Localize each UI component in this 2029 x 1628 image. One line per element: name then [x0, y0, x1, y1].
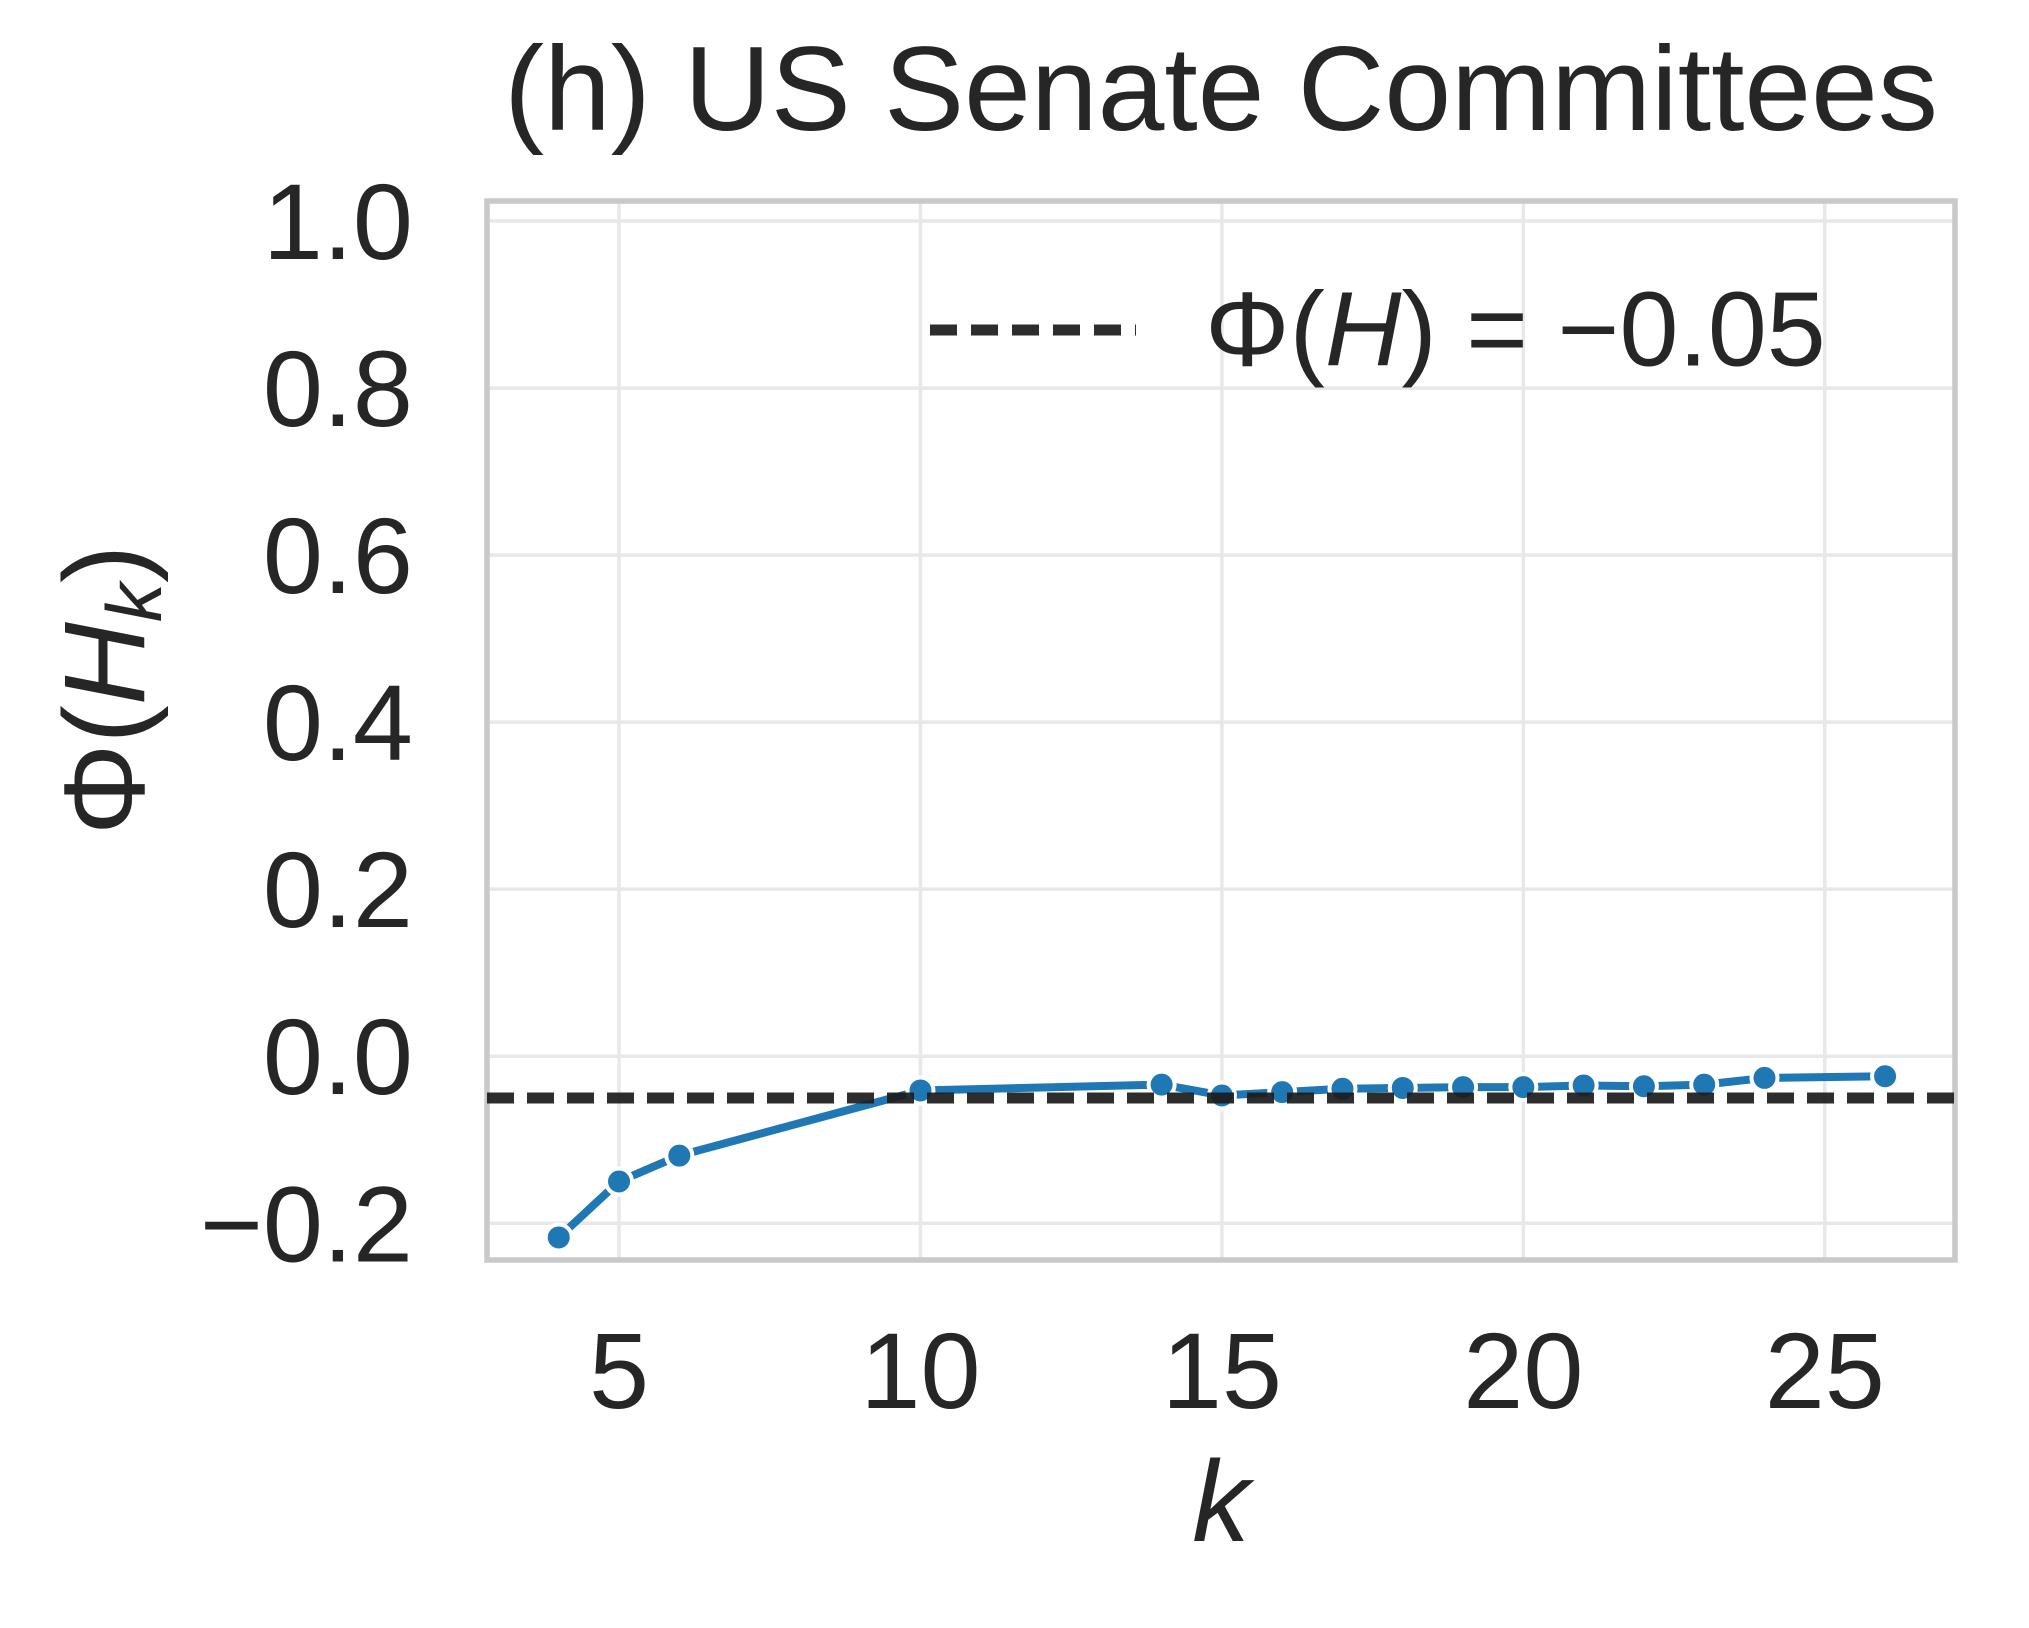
y-tick-label: 0.4: [263, 662, 413, 783]
y-tick-label: 0.6: [263, 495, 413, 616]
data-point-marker: [1749, 1062, 1780, 1093]
axes-spines: [484, 198, 1958, 1263]
x-axis-label: k: [1192, 1438, 1250, 1566]
x-tick-label: 5: [589, 1310, 649, 1431]
y-tick-label: 0.2: [263, 829, 413, 950]
chart-title: (h) US Senate Committees: [504, 22, 1938, 156]
data-point-marker: [604, 1166, 635, 1197]
legend-label: Φ(H) = −0.05: [1205, 270, 1826, 391]
y-tick-label: −0.2: [200, 1163, 413, 1284]
x-tick-label: 20: [1463, 1310, 1583, 1431]
series-line: [554, 1072, 1890, 1242]
data-point-marker: [1870, 1061, 1901, 1092]
data-point-marker: [1146, 1069, 1177, 1100]
legend-label-var: H: [1324, 270, 1402, 389]
x-tick-label: 25: [1765, 1310, 1885, 1431]
y-tick-label: 0.0: [263, 996, 413, 1117]
x-tick-label: 10: [860, 1310, 980, 1431]
y-tick-label: 0.8: [263, 328, 413, 449]
y-tick-label: 1.0: [263, 161, 413, 282]
legend-label-prefix: Φ(: [1205, 270, 1325, 389]
data-point-marker: [543, 1222, 574, 1253]
data-point-marker: [664, 1140, 695, 1171]
x-tick-label: 15: [1162, 1310, 1282, 1431]
legend-label-suffix: ) = −0.05: [1401, 270, 1826, 389]
